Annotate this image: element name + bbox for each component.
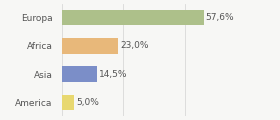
Bar	[62, 38, 118, 54]
Text: 14,5%: 14,5%	[99, 70, 128, 79]
Bar	[62, 95, 74, 110]
Bar	[62, 66, 97, 82]
Text: 23,0%: 23,0%	[120, 41, 149, 50]
Bar	[62, 10, 204, 25]
Text: 57,6%: 57,6%	[206, 13, 234, 22]
Text: 5,0%: 5,0%	[76, 98, 99, 107]
